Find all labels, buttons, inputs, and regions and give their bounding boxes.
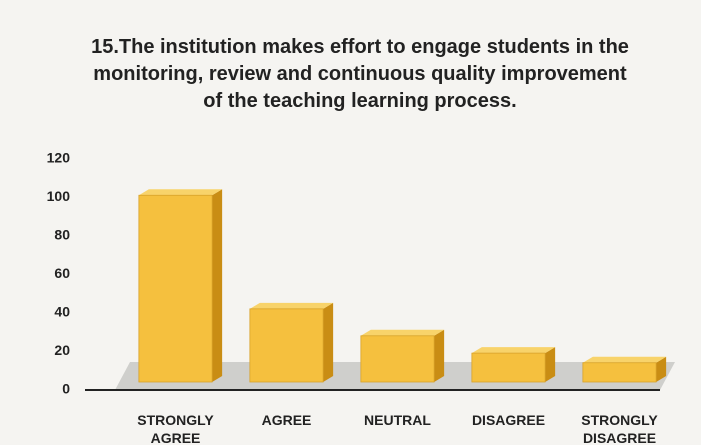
bar-side: [656, 356, 667, 382]
bar-front: [471, 352, 546, 383]
x-tick-label: NEUTRAL: [364, 412, 431, 428]
bar-top: [582, 356, 667, 363]
bar-top: [138, 189, 223, 196]
y-tick-label: 60: [54, 265, 70, 281]
y-tick-label: 20: [54, 342, 70, 358]
x-tick-label: STRONGLY DISAGREE: [581, 412, 658, 445]
bar-top: [360, 329, 445, 336]
bar-front: [582, 362, 657, 383]
y-tick-label: 120: [47, 150, 71, 166]
y-tick-label: 0: [62, 381, 70, 397]
bar-side: [212, 189, 223, 382]
bar-top: [249, 302, 334, 309]
bar: [360, 329, 445, 383]
x-tick-label: STRONGLY AGREE: [137, 412, 214, 445]
y-tick-label: 80: [54, 227, 70, 243]
bar-side: [434, 329, 445, 382]
chart-title: 15.The institution makes effort to engag…: [91, 36, 629, 112]
y-tick-label: 100: [47, 188, 71, 204]
bar-top: [471, 347, 556, 354]
bar-front: [138, 194, 213, 383]
bar: [138, 189, 223, 383]
bar: [249, 302, 334, 383]
x-tick-label: AGREE: [261, 412, 312, 428]
bar-front: [249, 308, 324, 383]
x-tick-label: DISAGREE: [471, 412, 546, 428]
bar: [471, 347, 556, 383]
bar-side: [323, 302, 334, 382]
bar: [582, 356, 667, 383]
y-tick-label: 40: [54, 304, 70, 320]
bar-side: [545, 347, 556, 382]
bar-front: [360, 335, 435, 383]
